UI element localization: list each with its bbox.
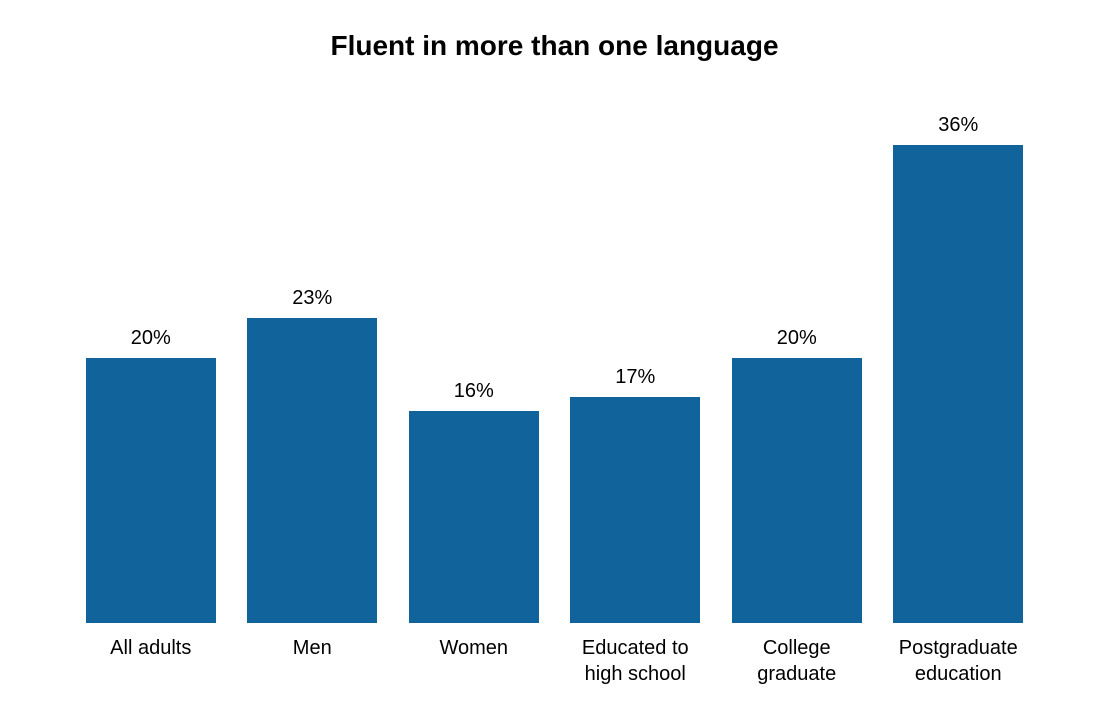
category-label: Educated to high school	[563, 635, 709, 687]
bar	[247, 318, 377, 623]
category-label: Postgraduate education	[886, 635, 1032, 687]
bar	[409, 411, 539, 623]
bar-value-label: 23%	[292, 287, 332, 310]
bar	[893, 145, 1023, 623]
bar	[570, 397, 700, 623]
bar-group: 16%	[401, 92, 547, 623]
bar-group: 36%	[886, 92, 1032, 623]
bar	[732, 358, 862, 624]
bar-value-label: 20%	[131, 327, 171, 350]
bar-group: 20%	[78, 92, 224, 623]
chart-title: Fluent in more than one language	[50, 30, 1059, 62]
bar-value-label: 36%	[938, 114, 978, 137]
bar-group: 17%	[563, 92, 709, 623]
category-label: Women	[401, 635, 547, 687]
bar-value-label: 20%	[777, 327, 817, 350]
chart-area: 20% 23% 16% 17% 20% 36%	[50, 92, 1059, 623]
category-label: College graduate	[724, 635, 870, 687]
category-label: Men	[240, 635, 386, 687]
chart-container: Fluent in more than one language 20% 23%…	[0, 0, 1109, 727]
bar-group: 20%	[724, 92, 870, 623]
category-labels: All adults Men Women Educated to high sc…	[50, 635, 1059, 687]
bar-group: 23%	[240, 92, 386, 623]
category-label: All adults	[78, 635, 224, 687]
bar	[86, 358, 216, 624]
bar-value-label: 16%	[454, 380, 494, 403]
bar-value-label: 17%	[615, 366, 655, 389]
